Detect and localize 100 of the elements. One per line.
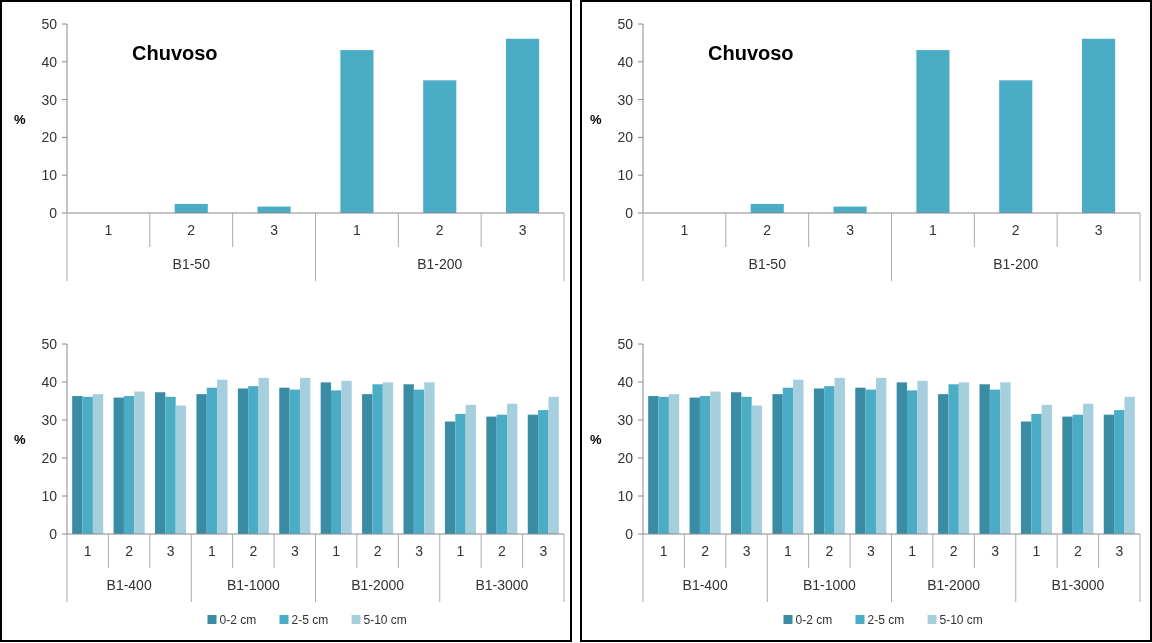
x-tick-label: 1	[332, 543, 341, 559]
y-tick-label: 50	[617, 15, 634, 32]
bar	[82, 396, 93, 534]
y-tick-label: 40	[617, 373, 634, 390]
text: B1-200	[993, 256, 1039, 272]
bar	[413, 389, 425, 534]
x-tick-label: 1	[456, 543, 465, 559]
bar	[465, 404, 476, 534]
bar	[237, 388, 249, 534]
bar	[341, 380, 352, 534]
bar	[320, 382, 332, 534]
bar	[699, 396, 711, 534]
bar	[1103, 414, 1115, 534]
bar	[113, 397, 124, 534]
x-tick-label: 3	[518, 222, 527, 238]
x-tick-label: 3	[1115, 543, 1124, 559]
x-tick-label: 2	[497, 543, 506, 559]
bar	[916, 50, 950, 213]
y-tick-label: 10	[41, 487, 58, 504]
bar	[1114, 410, 1125, 534]
x-tick-label: 2	[949, 543, 958, 559]
legend-label: 0-2 cm	[219, 613, 257, 627]
y-tick-label: 0	[625, 204, 634, 221]
bar	[165, 396, 176, 534]
bar	[917, 380, 928, 534]
y-tick-label: 40	[41, 373, 58, 390]
y-tick-label: 50	[617, 335, 634, 352]
y-tick-label: 50	[41, 335, 58, 352]
bar	[855, 387, 866, 534]
bar	[958, 382, 970, 534]
x-tick-label: 2	[1011, 222, 1020, 238]
text: Chuvoso	[708, 42, 794, 64]
x-tick-label: 3	[1094, 222, 1103, 238]
bar	[155, 392, 166, 534]
bar	[1124, 396, 1135, 534]
bar	[896, 382, 908, 534]
bar	[538, 410, 549, 534]
text: Chuvoso	[132, 42, 218, 64]
x-tick-label: 2	[187, 222, 196, 238]
bar	[979, 384, 990, 534]
bar	[731, 392, 742, 534]
bar	[999, 80, 1033, 213]
x-tick-label: 1	[680, 222, 689, 238]
x-tick-label: 3	[290, 543, 299, 559]
x-tick-label: 1	[908, 543, 917, 559]
x-tick-label: 1	[208, 543, 217, 559]
bar	[751, 405, 763, 534]
text: B1-2000	[351, 577, 405, 593]
bar	[248, 386, 259, 534]
x-tick-label: 2	[763, 222, 772, 238]
bar	[813, 388, 825, 534]
x-tick-label: 3	[742, 543, 751, 559]
bar	[258, 377, 269, 534]
bar	[741, 396, 752, 534]
y-tick-label: 30	[617, 91, 634, 108]
y-tick-label: 30	[41, 411, 58, 428]
bar	[548, 396, 559, 534]
y-tick-label: 20	[617, 129, 634, 146]
bar	[658, 396, 669, 534]
y-axis-title: %	[590, 111, 602, 127]
bar	[279, 387, 290, 534]
x-tick-label: 3	[415, 543, 424, 559]
y-tick-label: 0	[49, 525, 58, 542]
bar	[196, 394, 207, 534]
bar	[782, 387, 794, 534]
bar	[865, 389, 876, 534]
x-tick-label: 2	[435, 222, 444, 238]
y-tick-label: 20	[41, 449, 58, 466]
bar	[1082, 38, 1116, 213]
bar	[175, 405, 187, 534]
bar	[710, 391, 721, 534]
x-tick-label: 2	[249, 543, 258, 559]
bar	[423, 80, 457, 213]
bar	[455, 413, 466, 534]
bar	[948, 384, 959, 534]
text: B1-2000	[927, 577, 981, 593]
y-tick-label: 0	[49, 204, 58, 221]
legend-label: 2-5 cm	[867, 613, 905, 627]
x-tick-label: 3	[270, 222, 279, 238]
bar	[289, 389, 300, 534]
text: B1-50	[172, 256, 211, 272]
legend-label: 0-2 cm	[795, 613, 833, 627]
bar	[496, 414, 508, 534]
bar	[403, 384, 414, 534]
y-tick-label: 40	[41, 53, 58, 70]
bar	[486, 416, 497, 534]
x-tick-label: 1	[353, 222, 362, 238]
x-tick-label: 1	[83, 543, 92, 559]
y-tick-label: 20	[617, 449, 634, 466]
x-tick-label: 3	[846, 222, 855, 238]
bar	[72, 396, 83, 534]
legend-label: 5-10 cm	[939, 613, 983, 627]
x-tick-label: 1	[784, 543, 793, 559]
legend-label: 2-5 cm	[291, 613, 329, 627]
bar	[1031, 413, 1042, 534]
text: B1-50	[748, 256, 787, 272]
y-tick-label: 0	[625, 525, 634, 542]
x-tick-label: 2	[825, 543, 834, 559]
bar	[206, 387, 218, 534]
bar	[875, 377, 887, 534]
